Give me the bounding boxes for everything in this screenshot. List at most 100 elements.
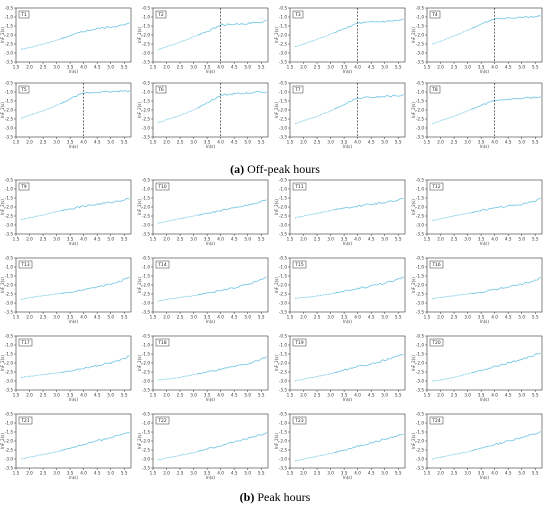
data-point	[28, 114, 30, 116]
data-point	[447, 37, 449, 39]
x-tick-label: 4.0	[80, 140, 87, 145]
y-tick-label: -3.0	[279, 457, 288, 462]
series-line	[471, 96, 541, 110]
x-tick-label: 5.0	[244, 237, 251, 242]
data-point	[193, 295, 196, 297]
data-point	[452, 116, 454, 118]
y-tick-label: -2.0	[416, 283, 425, 288]
data-point	[312, 40, 314, 42]
data-point	[297, 459, 300, 461]
y-tick-label: -2.5	[279, 117, 288, 122]
data-point	[182, 113, 185, 115]
x-tick-label: 4.0	[354, 237, 361, 242]
x-axis-label: ln(s)	[343, 69, 352, 74]
y-tick-label: -2.0	[279, 108, 288, 113]
data-point	[445, 118, 448, 120]
y-tick-label: -2.5	[416, 42, 425, 47]
data-point	[327, 293, 329, 296]
y-tick-label: -1.0	[279, 90, 288, 95]
y-tick-label: -2.5	[5, 448, 14, 453]
x-tick-label: 3.5	[341, 65, 348, 70]
y-tick-label: -3.5	[416, 466, 425, 471]
caption-b-text: Peak hours	[254, 490, 311, 504]
y-axis-label: lnF_2(s)	[137, 199, 142, 215]
data-point	[182, 296, 185, 298]
panel-tag-box	[155, 416, 170, 425]
data-point	[460, 213, 462, 216]
data-point	[439, 379, 441, 381]
x-tick-label: 1.5	[150, 65, 157, 70]
y-axis-label: lnF_2(s)	[274, 102, 279, 118]
y-tick-label: -0.5	[5, 334, 14, 339]
data-point	[160, 300, 163, 302]
data-point	[168, 378, 170, 380]
data-point	[195, 108, 197, 110]
y-tick-label: -3.0	[279, 223, 288, 228]
x-tick-label: 4.5	[94, 471, 101, 476]
data-point	[55, 451, 57, 453]
x-tick-label: 2.0	[300, 65, 307, 70]
x-tick-label: 3.5	[204, 315, 211, 320]
data-point	[45, 294, 48, 297]
x-tick-label: 5.0	[107, 140, 114, 145]
data-point	[168, 118, 170, 120]
y-tick-label: -3.5	[416, 388, 425, 393]
data-point	[466, 373, 468, 375]
data-point	[34, 375, 37, 377]
data-point	[330, 109, 333, 111]
x-tick-label: 2.5	[177, 237, 184, 242]
data-point	[171, 117, 174, 119]
x-tick-label: 1.5	[150, 237, 157, 242]
data-point	[45, 108, 48, 110]
panel-tag-box	[292, 10, 304, 19]
data-point	[305, 214, 307, 216]
caption-b-label: (b)	[239, 490, 255, 504]
data-point	[319, 212, 322, 214]
data-point	[329, 293, 331, 295]
x-tick-label: 2.5	[40, 315, 47, 320]
y-tick-label: -2.5	[142, 370, 151, 375]
data-point	[449, 295, 451, 297]
y-tick-label: -1.0	[5, 421, 14, 426]
data-point	[20, 458, 22, 460]
data-point	[433, 219, 435, 221]
caption-off-peak: (a) Off-peak hours	[0, 162, 550, 177]
data-point	[23, 458, 26, 460]
data-point	[315, 376, 317, 378]
series-line	[334, 433, 404, 453]
data-point	[324, 112, 326, 114]
x-tick-label: 4.5	[505, 237, 512, 242]
panel-tag-box	[429, 260, 444, 269]
data-point	[36, 112, 38, 114]
x-tick-label: 5.5	[532, 237, 539, 242]
data-point	[44, 42, 46, 44]
y-tick-label: -3.0	[279, 51, 288, 56]
y-axis-label: lnF_2(s)	[274, 355, 279, 371]
y-tick-label: -1.5	[416, 352, 425, 357]
data-point	[173, 377, 175, 379]
data-point	[431, 380, 433, 382]
x-tick-label: 1.5	[13, 237, 20, 242]
plot-frame	[152, 257, 269, 313]
data-point	[171, 377, 174, 380]
x-axis-label: ln(s)	[343, 475, 352, 480]
data-point	[444, 217, 446, 219]
x-tick-label: 3.0	[190, 237, 197, 242]
data-point	[453, 453, 455, 455]
data-point	[162, 47, 164, 49]
data-point	[30, 46, 32, 49]
data-point	[189, 37, 191, 39]
x-tick-label: 5.0	[381, 237, 388, 242]
panel-t3: -0.5 -1.0 -1.5 -2.0 -2.5 -3.0 -3.51.5 2.0 2.5 3.0…	[274, 6, 406, 74]
x-tick-label: 3.0	[464, 393, 471, 398]
plot-frame	[152, 335, 269, 391]
data-point	[304, 296, 306, 298]
plot-frame	[289, 7, 406, 63]
x-tick-label: 3.0	[190, 140, 197, 145]
data-point	[438, 297, 440, 299]
y-tick-label: -1.5	[416, 99, 425, 104]
x-tick-label: 5.5	[121, 393, 128, 398]
data-point	[168, 298, 170, 300]
x-axis-label: ln(s)	[69, 69, 78, 74]
data-point	[165, 298, 167, 301]
